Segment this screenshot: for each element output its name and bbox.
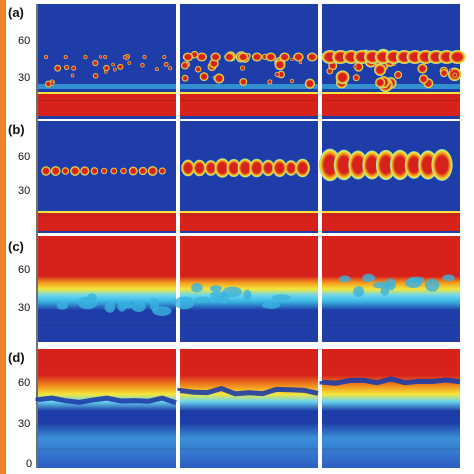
panel-2-0 [38, 236, 176, 342]
panel-grid [35, 4, 466, 468]
tick-c-30: 30 [18, 302, 30, 314]
panel-1-0 [38, 121, 176, 233]
tick-a-60: 60 [18, 35, 30, 47]
tick-d-0: 0 [26, 458, 32, 470]
tick-b-60: 60 [18, 151, 30, 163]
tick-d-60: 60 [18, 377, 30, 389]
panel-2-1 [174, 236, 318, 342]
panel-1-1 [180, 121, 318, 233]
row-label-d: (d) [8, 350, 25, 365]
row-label-b: (b) [8, 122, 25, 137]
panel-3-2 [319, 349, 461, 468]
panel-3-1 [177, 349, 319, 468]
tick-b-30: 30 [18, 185, 30, 197]
row-label-a: (a) [8, 5, 24, 20]
panel-0-1 [180, 4, 318, 119]
panel-0-2 [321, 4, 466, 119]
panel-1-2 [319, 121, 460, 233]
tick-c-60: 60 [18, 264, 30, 276]
tick-d-30: 30 [18, 418, 30, 430]
tick-a-30: 30 [18, 72, 30, 84]
accent-strip [0, 0, 6, 474]
panel-3-0 [35, 349, 177, 468]
panel-0-0 [38, 4, 176, 119]
panel-2-2 [322, 236, 460, 342]
row-label-c: (c) [8, 239, 24, 254]
